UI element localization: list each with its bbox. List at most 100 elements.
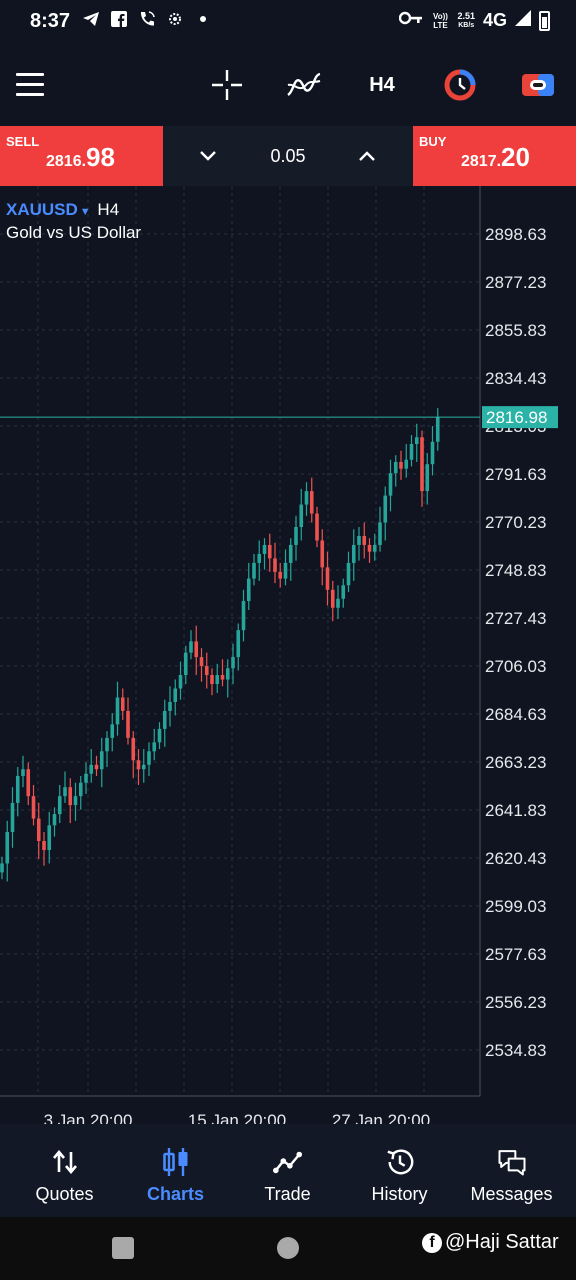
new-order-button[interactable] <box>518 64 558 106</box>
candle-body <box>78 782 83 797</box>
status-time: 8:37 <box>30 10 71 32</box>
candle-body <box>315 513 319 541</box>
candle-body <box>336 598 340 608</box>
candle-body <box>399 461 403 469</box>
candle-body <box>178 675 183 689</box>
chevron-down-icon <box>200 151 216 161</box>
candle-body <box>0 863 4 873</box>
y-axis-label: 2748.83 <box>485 561 546 580</box>
one-click-trading-button[interactable] <box>440 64 480 106</box>
y-axis-label: 2791.63 <box>485 465 546 484</box>
candle-body <box>157 728 162 743</box>
x-axis-label: 15 Jan 20:00 <box>188 1111 286 1124</box>
candle-body <box>210 675 214 685</box>
indicators-button[interactable] <box>284 64 324 106</box>
menu-button[interactable] <box>14 64 48 106</box>
nav-messages[interactable]: Messages <box>454 1124 569 1217</box>
symbol-timeframe: H4 <box>97 200 120 219</box>
sell-price-main: 2816. <box>46 153 87 170</box>
status-bar: 8:37 Vo)) LTE 2.51 KB/s 4G <box>0 0 576 44</box>
facebook-logo-icon: f <box>422 1232 442 1253</box>
nav-quotes-label: Quotes <box>35 1184 94 1204</box>
candle-body <box>63 787 67 797</box>
candle-body <box>136 760 141 770</box>
buy-label: BUY <box>419 134 447 149</box>
candle-body <box>409 444 414 460</box>
charts-icon <box>161 1146 191 1178</box>
y-axis-label: 2898.63 <box>485 225 546 244</box>
candle-body <box>357 535 361 545</box>
candle-body <box>120 697 125 711</box>
chevron-up-icon <box>359 151 375 161</box>
candle-body <box>257 553 262 563</box>
candle-body <box>105 737 109 752</box>
candle-body <box>241 601 246 631</box>
quotes-icon <box>50 1146 80 1178</box>
symbol-dropdown-icon[interactable]: ▼ <box>79 206 91 218</box>
candle-body <box>330 589 335 608</box>
candlestick-chart[interactable]: 2898.632877.232855.832834.432813.032791.… <box>0 186 576 1124</box>
lot-decrease-button[interactable] <box>190 138 226 174</box>
candle-body <box>47 825 52 850</box>
y-axis-label: 2663.23 <box>485 753 546 772</box>
net-speed: 2.51 KB/s <box>457 11 475 30</box>
candle-body <box>236 630 241 658</box>
candle-body <box>89 764 94 774</box>
y-axis-label: 2684.63 <box>485 705 546 724</box>
candle-body <box>189 641 193 653</box>
y-axis-label: 2855.83 <box>485 321 546 340</box>
bottom-navigation: Quotes Charts Trade History Messages <box>0 1124 576 1217</box>
symbol-description: Gold vs US Dollar <box>6 223 142 242</box>
y-axis-label: 2834.43 <box>485 369 546 388</box>
notification-icons <box>82 10 212 28</box>
candle-body <box>199 657 204 667</box>
lot-size-value[interactable]: 0.05 <box>270 146 306 166</box>
candle-body <box>73 796 78 806</box>
facebook-icon <box>110 10 128 28</box>
candle-body <box>299 504 304 528</box>
candle-body <box>220 675 225 680</box>
nav-charts[interactable]: Charts <box>118 1124 233 1217</box>
y-axis-label: 2577.63 <box>485 945 546 964</box>
crosshair-button[interactable] <box>208 64 246 106</box>
sell-button[interactable]: SELL 2816.98 <box>0 126 163 186</box>
one-click-trade-panel: SELL 2816.98 0.05 BUY 2817.20 <box>0 126 576 186</box>
candle-body <box>131 737 136 761</box>
candle-body <box>404 459 409 469</box>
nav-messages-label: Messages <box>470 1184 553 1204</box>
y-axis-label: 2641.83 <box>485 801 546 820</box>
candle-body <box>246 578 251 602</box>
candle-body <box>99 751 104 770</box>
recents-button[interactable] <box>112 1237 134 1259</box>
network-type: 4G <box>482 10 507 30</box>
symbol-name[interactable]: XAUUSD <box>6 200 78 219</box>
buy-price-main: 2817. <box>461 153 502 170</box>
crosshair-icon <box>212 70 242 100</box>
signal-icon <box>515 10 531 31</box>
candle-body <box>304 491 309 505</box>
candle-body <box>115 697 120 725</box>
y-axis-label: 2534.83 <box>485 1041 546 1060</box>
y-axis-label: 2620.43 <box>485 849 546 868</box>
one-click-trading-icon <box>444 69 476 101</box>
timeframe-button[interactable]: H4 <box>369 73 395 96</box>
watermark-text: @Haji Sattar <box>445 1231 559 1253</box>
x-axis-label: 3 Jan 20:00 <box>44 1111 133 1124</box>
y-axis-label: 2556.23 <box>485 993 546 1012</box>
home-button[interactable] <box>277 1237 299 1259</box>
candle-body <box>435 417 440 442</box>
price-chart[interactable]: 2898.632877.232855.832834.432813.032791.… <box>0 186 576 1124</box>
sell-price: 2816.98 <box>46 142 115 173</box>
candle-body <box>414 437 419 445</box>
nav-quotes[interactable]: Quotes <box>7 1124 122 1217</box>
lot-increase-button[interactable] <box>349 138 385 174</box>
candle-body <box>341 585 346 599</box>
watermark: f @Haji Sattar <box>422 1231 559 1254</box>
candle-body <box>15 775 20 803</box>
candle-body <box>126 710 130 738</box>
buy-button[interactable]: BUY 2817.20 <box>413 126 576 186</box>
nav-trade[interactable]: Trade <box>230 1124 345 1217</box>
current-price-label: 2816.98 <box>486 408 547 427</box>
volte-indicator: Vo)) LTE <box>432 11 448 30</box>
nav-history[interactable]: History <box>342 1124 457 1217</box>
